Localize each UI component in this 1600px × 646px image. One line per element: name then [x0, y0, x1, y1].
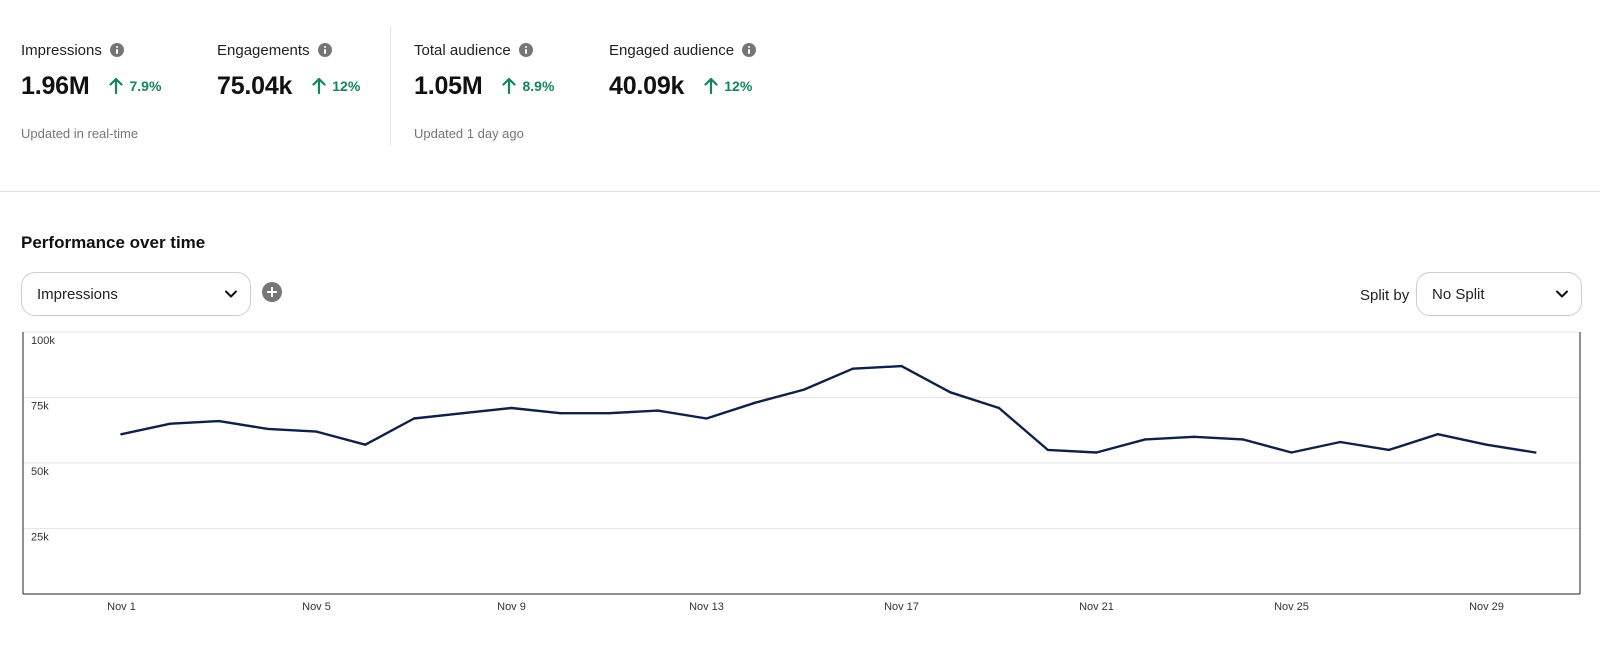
- metric-value: 40.09k: [609, 71, 685, 100]
- metric-engaged-audience: Engaged audience 40.09k 12%: [609, 40, 757, 102]
- metric-change: 12%: [312, 78, 360, 94]
- add-metric-button[interactable]: [262, 282, 282, 302]
- x-tick-label: Nov 1: [107, 601, 136, 613]
- metric-value: 1.05M: [414, 71, 483, 100]
- data-point: [1095, 451, 1098, 454]
- chevron-down-icon: [225, 290, 237, 298]
- x-tick-label: Nov 17: [884, 601, 919, 613]
- data-point: [997, 406, 1001, 410]
- metric-impressions: Impressions 1.96M 7.9% Updated in real-t…: [21, 40, 161, 142]
- data-point: [1192, 435, 1196, 438]
- data-point: [315, 430, 318, 433]
- split-by-label: Split by: [1360, 287, 1410, 304]
- data-point: [217, 419, 221, 423]
- data-point: [412, 417, 416, 420]
- info-icon[interactable]: [109, 43, 124, 57]
- y-tick-label: 25k: [31, 532, 49, 544]
- metrics-divider: [390, 26, 391, 146]
- data-point: [1485, 443, 1488, 446]
- x-tick-label: Nov 29: [1469, 601, 1504, 613]
- data-point: [949, 391, 952, 394]
- data-point: [656, 409, 659, 412]
- performance-chart: 100k 75k 50k 25k Nov 1 Nov 5 Nov 9 Nov 13 Nov 17…: [0, 330, 1600, 646]
- data-point: [510, 406, 513, 410]
- arrow-up-icon: [312, 78, 326, 94]
- arrow-up-icon: [109, 78, 124, 94]
- data-point: [169, 422, 172, 425]
- data-point: [1387, 448, 1391, 452]
- data-point: [1144, 438, 1147, 441]
- metric-value: 1.96M: [21, 71, 90, 100]
- data-point: [705, 417, 708, 420]
- data-point: [607, 412, 611, 415]
- data-point: [1241, 438, 1244, 441]
- metric-label: Total audience: [414, 41, 511, 59]
- data-point: [1339, 440, 1342, 444]
- y-tick-label: 100k: [31, 335, 55, 347]
- y-tick-label: 75k: [31, 401, 49, 413]
- metric-engagements: Engagements 75.04k 12%: [217, 40, 360, 102]
- x-tick-label: Nov 9: [497, 601, 526, 613]
- updated-note: Updated in real-time: [21, 126, 139, 141]
- arrow-up-icon: [704, 78, 718, 94]
- info-icon[interactable]: [317, 43, 332, 57]
- updated-note: Updated 1 day ago: [414, 126, 524, 141]
- x-tick-label: Nov 13: [689, 601, 724, 613]
- info-icon[interactable]: [518, 43, 533, 57]
- metric-change-value: 12%: [724, 78, 753, 94]
- arrow-up-icon: [502, 78, 517, 94]
- metric-label: Engaged audience: [609, 41, 735, 59]
- x-tick-label: Nov 21: [1079, 601, 1114, 613]
- metric-label: Impressions: [21, 41, 102, 59]
- data-point: [559, 412, 562, 415]
- data-point: [1290, 451, 1293, 454]
- data-point: [1436, 432, 1439, 436]
- metric-total-audience: Total audience 1.05M 8.9% Updated 1 day …: [414, 40, 554, 142]
- data-point: [754, 401, 757, 404]
- split-select-value: No Split: [1432, 285, 1485, 303]
- metric-select[interactable]: Impressions: [21, 272, 251, 316]
- data-point: [120, 432, 123, 436]
- section-title: Performance over time: [21, 233, 206, 252]
- data-point: [851, 367, 854, 370]
- metric-change-value: 12%: [332, 78, 361, 94]
- metric-change: 12%: [704, 78, 752, 94]
- x-tick-label: Nov 25: [1274, 601, 1309, 613]
- info-icon[interactable]: [742, 43, 757, 57]
- data-point: [1534, 451, 1537, 454]
- metric-value: 75.04k: [217, 71, 293, 100]
- data-point: [900, 364, 903, 368]
- metric-select-value: Impressions: [37, 285, 118, 303]
- metric-label: Engagements: [217, 41, 310, 59]
- data-point: [1046, 448, 1049, 452]
- series-line: [120, 364, 1537, 454]
- metric-change-value: 8.9%: [522, 78, 555, 94]
- metric-change-value: 7.9%: [129, 78, 162, 94]
- data-point: [802, 388, 806, 391]
- metric-change: 7.9%: [109, 78, 161, 94]
- metric-change: 8.9%: [502, 78, 554, 94]
- data-point: [461, 412, 464, 415]
- line-chart: 100k 75k 50k 25k Nov 1 Nov 5 Nov 9 Nov 13 Nov 17…: [22, 331, 1581, 613]
- metrics-summary: Impressions 1.96M 7.9% Updated in real-t…: [0, 0, 1600, 192]
- split-select[interactable]: No Split: [1416, 272, 1582, 316]
- chevron-down-icon: [1556, 290, 1568, 298]
- y-tick-label: 50k: [31, 466, 49, 478]
- data-point: [266, 427, 269, 431]
- x-tick-label: Nov 5: [302, 601, 331, 613]
- data-point: [364, 443, 367, 446]
